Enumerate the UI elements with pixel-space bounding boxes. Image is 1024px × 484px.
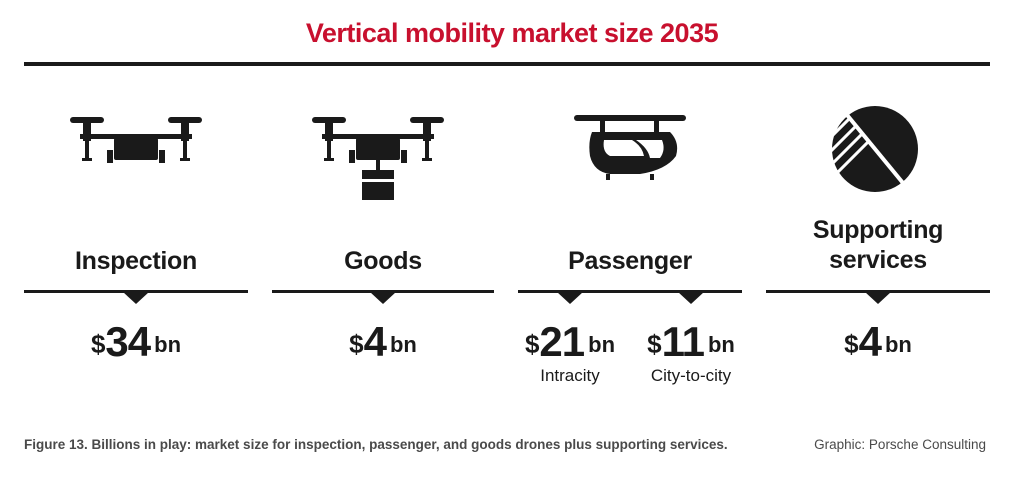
pointer-city-to-city <box>678 292 704 304</box>
pointer-goods <box>370 292 396 304</box>
category-label-goods: Goods <box>344 247 422 275</box>
value-unit: bn <box>588 332 616 357</box>
title-rule <box>24 62 990 66</box>
category-rule-inspection <box>24 290 248 293</box>
cargo-drone-icon <box>312 117 444 200</box>
value-unit: bn <box>707 332 735 357</box>
figure-caption: Figure 13. Billions in play: market size… <box>24 437 728 452</box>
segment-label-city-to-city: City-to-city <box>650 366 732 385</box>
value-number: 21 <box>539 318 585 365</box>
category-label-passenger: Passenger <box>568 247 692 275</box>
value-unit: bn <box>884 332 912 357</box>
value-number: 11 <box>661 318 705 365</box>
pointer-inspection <box>123 292 149 304</box>
category-label-inspection: Inspection <box>74 247 197 275</box>
category-rule-goods <box>272 290 494 293</box>
value-supporting-services: $4 bn <box>766 318 990 366</box>
segment-label-intracity: Intracity <box>540 366 600 385</box>
pointer-supporting-services <box>865 292 891 304</box>
value-number: 34 <box>105 318 151 365</box>
currency-symbol: $ <box>844 329 859 359</box>
chart-title: Vertical mobility market size 2035 <box>305 18 719 48</box>
drone-icon <box>70 117 202 163</box>
value-number: 4 <box>363 318 387 365</box>
category-label-supporting-services: Supporting services <box>812 216 944 274</box>
currency-symbol: $ <box>90 329 106 359</box>
category-rule-supporting-services <box>766 290 990 293</box>
value-city-to-city: $11 bn <box>631 318 751 366</box>
value-unit: bn <box>389 332 417 357</box>
pointer-intracity <box>557 292 583 304</box>
currency-symbol: $ <box>647 329 662 359</box>
category-rule-passenger <box>518 290 742 293</box>
value-number: 4 <box>858 318 882 365</box>
graphic-credit: Graphic: Porsche Consulting <box>814 437 986 452</box>
currency-symbol: $ <box>349 329 364 359</box>
pie-chart-icon <box>830 104 918 194</box>
passenger-air-taxi-icon <box>574 115 686 180</box>
value-unit: bn <box>154 332 182 357</box>
value-inspection: $34 bn <box>24 318 248 366</box>
currency-symbol: $ <box>524 329 540 359</box>
value-intracity: $21 bn <box>510 318 630 366</box>
value-goods: $4 bn <box>272 318 494 366</box>
